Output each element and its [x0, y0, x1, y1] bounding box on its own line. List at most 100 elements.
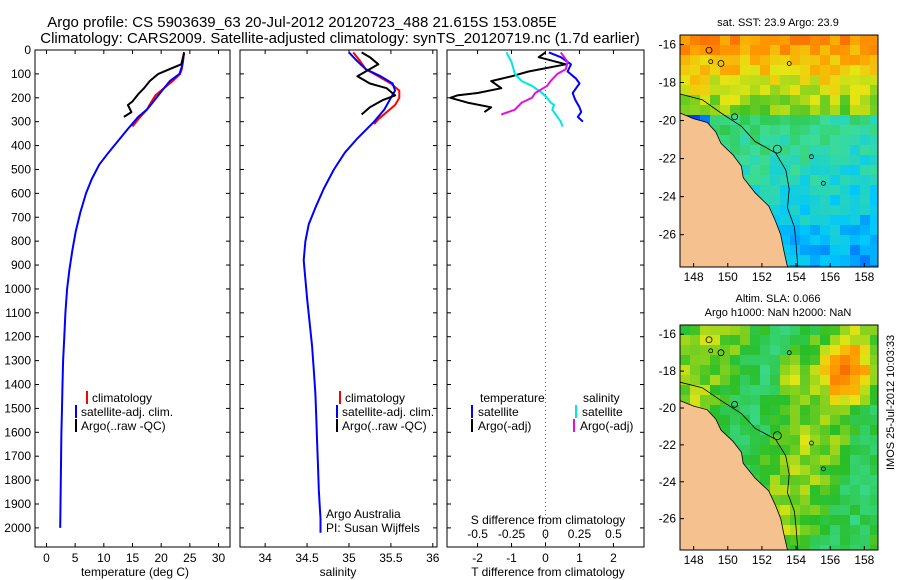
x-tick-label: -2 — [472, 551, 483, 565]
map-cell — [820, 235, 831, 246]
map-cell — [820, 485, 831, 496]
map-cell — [870, 325, 879, 336]
map-cell — [840, 105, 851, 116]
map-cell — [830, 135, 841, 146]
map-cell — [860, 145, 871, 156]
map-cell — [790, 495, 801, 506]
map-cell — [810, 145, 821, 156]
x-tick-label: 15 — [126, 551, 140, 565]
map-cell — [740, 415, 751, 426]
x-tick-label: 1 — [576, 551, 583, 565]
map-cell — [750, 105, 761, 116]
map-cell — [850, 115, 861, 126]
map-cell — [700, 365, 711, 376]
map-cell — [780, 195, 791, 206]
map-cell — [870, 75, 879, 86]
y-tick-label: 900 — [11, 258, 31, 272]
map-cell — [870, 165, 879, 176]
map-cell — [710, 115, 721, 126]
map-cell — [780, 185, 791, 196]
map-cell — [800, 525, 811, 536]
map-cell — [860, 155, 871, 166]
map-cell — [800, 255, 811, 266]
map-cell — [770, 105, 781, 116]
map-cell — [700, 325, 711, 336]
map-cell — [800, 45, 811, 56]
map-cell — [690, 75, 701, 86]
map-cell — [780, 375, 791, 386]
map-cell — [720, 95, 731, 106]
credit-org: Argo Australia — [326, 507, 401, 521]
imos-timestamp: IMOS 25-Jul-2012 10:03:33 — [885, 335, 897, 470]
map-cell — [830, 385, 841, 396]
map-cell — [780, 135, 791, 146]
map-cell — [840, 45, 851, 56]
map-cell — [720, 135, 731, 146]
map-cell — [800, 455, 811, 466]
map-frame — [679, 34, 879, 268]
map-cell — [760, 375, 771, 386]
map-cell — [870, 135, 879, 146]
map-cell — [850, 465, 861, 476]
map-cell — [790, 415, 801, 426]
map-cell — [690, 325, 701, 336]
map-cell — [730, 125, 741, 136]
map-cell — [770, 385, 781, 396]
map-cell — [810, 465, 821, 476]
map-cell — [690, 395, 701, 406]
map-cell — [820, 425, 831, 436]
map-cell — [810, 245, 821, 256]
temperature-plot: 0 5 10 15 20 25 300100200300400500600700800900… — [4, 43, 230, 565]
map-cell — [730, 405, 741, 416]
map-cell — [820, 355, 831, 366]
map-cell — [800, 95, 811, 106]
map-cell — [780, 35, 791, 46]
reef-outline — [708, 59, 714, 65]
map-cell — [700, 55, 711, 66]
legend-label-satellite: satellite-adj. clim. — [342, 405, 434, 419]
map-cell — [780, 435, 791, 446]
map-cell — [790, 165, 801, 176]
reef-outline — [717, 349, 725, 357]
map-cell — [810, 195, 821, 206]
map-cell — [720, 115, 731, 126]
map-cell — [840, 545, 851, 551]
map-cell — [810, 365, 821, 376]
map-cell — [810, 185, 821, 196]
map-cell — [750, 325, 761, 336]
map-cell — [870, 545, 879, 551]
map-cell — [870, 45, 879, 56]
map-cell — [810, 95, 821, 106]
map-cell — [850, 225, 861, 236]
map-cell — [800, 325, 811, 336]
map-cell — [870, 125, 879, 136]
map-cell — [870, 435, 879, 446]
map-cell — [800, 55, 811, 66]
map-cell — [830, 45, 841, 56]
map-cell — [730, 75, 741, 86]
y-tick-label: 800 — [11, 234, 31, 248]
map-cell — [810, 515, 821, 526]
map-cell — [780, 455, 791, 466]
map-cell — [700, 345, 711, 356]
temperature-plot-frame — [34, 49, 231, 548]
map-cell — [860, 415, 871, 426]
map-cell — [730, 365, 741, 376]
map-cell — [730, 435, 741, 446]
map-cell — [780, 145, 791, 156]
map-cell — [780, 395, 791, 406]
map-cell — [830, 435, 841, 446]
map-cell — [840, 125, 851, 136]
map-cell — [840, 35, 851, 46]
map-cell — [710, 325, 721, 336]
map-cell — [680, 35, 691, 46]
map-cell — [710, 35, 721, 46]
map-cell — [840, 415, 851, 426]
map-cell — [720, 75, 731, 86]
map-cell — [790, 185, 801, 196]
map-x-tick-label: 154 — [786, 270, 806, 284]
reef-outline — [705, 336, 713, 344]
map-cell — [710, 65, 721, 76]
series-line-t-argo-adj — [449, 51, 567, 113]
map-cell — [690, 65, 701, 76]
